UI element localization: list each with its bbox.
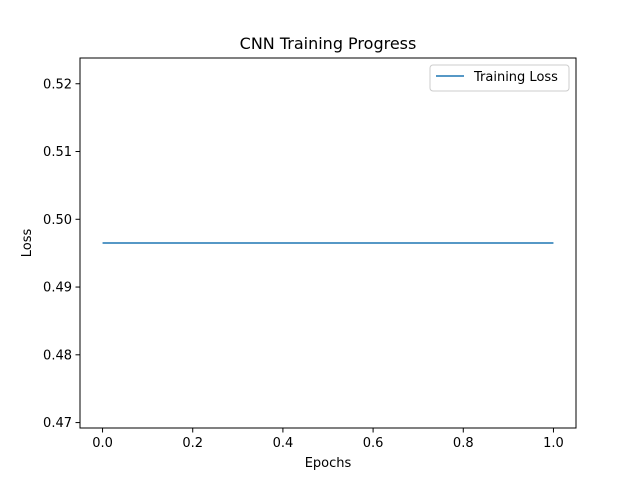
y-tick-label: 0.48 (43, 348, 72, 363)
x-axis-label: Epochs (305, 456, 352, 471)
x-tick-label: 0.0 (92, 436, 113, 451)
y-tick-label: 0.52 (43, 77, 72, 92)
x-tick-label: 0.4 (273, 436, 294, 451)
x-tick-label: 1.0 (543, 436, 564, 451)
y-tick-label: 0.47 (43, 416, 72, 431)
x-axis: 0.0 0.2 0.4 0.6 0.8 1.0 (92, 428, 564, 451)
legend: Training Loss (429, 64, 570, 92)
y-tick-label: 0.51 (43, 145, 72, 160)
y-tick-label: 0.50 (43, 213, 72, 228)
chart-title: CNN Training Progress (240, 34, 417, 53)
x-tick-label: 0.6 (363, 436, 384, 451)
x-tick-label: 0.8 (453, 436, 474, 451)
y-axis-label: Loss (20, 229, 35, 258)
legend-label-training-loss: Training Loss (473, 70, 558, 85)
plot-area-frame (79, 57, 577, 429)
legend-box (429, 64, 570, 92)
y-axis: 0.47 0.48 0.49 0.50 0.51 0.52 (43, 77, 80, 431)
y-tick-label: 0.49 (43, 281, 72, 296)
x-tick-label: 0.2 (182, 436, 203, 451)
